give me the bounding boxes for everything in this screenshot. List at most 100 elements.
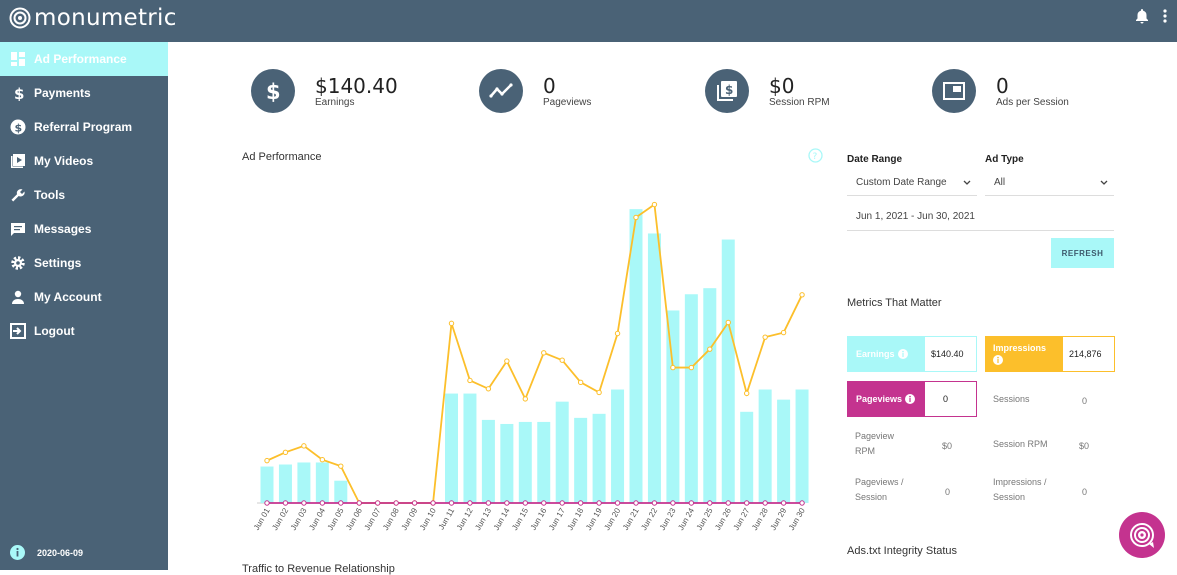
metric-pageviews-chip: Pageviews [848,382,925,416]
sidebar-item-label: Referral Program [34,120,133,134]
metric-label: Pageview RPM [855,431,895,456]
sidebar-item-my-account[interactable]: My Account [0,280,168,314]
point-pageviews [282,500,289,506]
point-impressions [577,379,584,386]
chevron-down-icon [963,180,971,185]
point-impressions [725,319,731,326]
point-pageviews [522,500,528,506]
metric-impressions[interactable]: Impressions 214,876 [985,336,1115,372]
bar-earnings [278,464,292,503]
date-range-select[interactable]: Custom Date Range [847,169,977,196]
point-pageviews [559,500,565,506]
bar-earnings [666,310,680,503]
svg-text:?: ? [813,152,818,162]
x-tick-label: Jun 16 [529,506,549,532]
metric-label: Sessions [993,394,1030,404]
money-stack-icon: $ [705,69,749,113]
point-impressions [688,364,695,371]
bar-earnings [574,417,588,503]
monumetric-logo-icon [9,7,31,29]
date-range-input[interactable]: Jun 1, 2021 - Jun 30, 2021 [847,203,1114,231]
sidebar-item-label: Ad Performance [34,52,127,66]
sidebar-item-logout[interactable]: Logout [0,314,168,348]
point-pageviews [688,500,695,506]
metric-impressions-chip: Impressions [986,337,1063,371]
point-pageviews [467,500,473,506]
sidebar-item-payments[interactable]: $ Payments [0,76,168,110]
stat-label: Pageviews [543,96,592,108]
point-impressions [264,457,270,464]
metric-sessions[interactable]: Sessions [993,392,1030,407]
metric-value: $140.40 [925,337,976,371]
refresh-button[interactable]: REFRESH [1051,238,1114,268]
version-date: 2020-06-09 [10,545,83,560]
svg-text:$: $ [15,122,23,135]
sidebar-item-tools[interactable]: Tools [0,178,168,212]
bar-earnings [647,233,661,503]
sidebar-item-messages[interactable]: Messages [0,212,168,246]
help-icon[interactable]: ? [808,148,823,163]
point-pageviews [577,500,584,506]
version-date-text: 2020-06-09 [37,547,84,558]
brand-name: monumetric [34,5,177,31]
metric-session-rpm[interactable]: Session RPM [993,437,1048,452]
point-pageviews [356,500,362,506]
metric-pageviews[interactable]: Pageviews 0 [847,381,977,417]
point-impressions [485,386,492,392]
bar-earnings [740,411,754,503]
point-pageviews [596,500,602,506]
stat-value: 0 [543,73,556,98]
sidebar-item-label: Payments [34,86,91,100]
sidebar-item-label: My Videos [34,154,94,168]
point-impressions [467,377,473,384]
bar-earnings [537,421,551,503]
info-icon [993,355,1003,365]
metric-label: Earnings [856,349,895,359]
sidebar-item-settings[interactable]: Settings [0,246,168,280]
chat-button[interactable] [1119,512,1165,558]
point-pageviews [375,500,381,506]
metric-earnings-chip: Earnings [848,337,925,371]
x-tick-label: Jun 20 [602,506,622,532]
metrics-title: Metrics That Matter [847,297,942,309]
ad-type-select[interactable]: All [985,169,1114,196]
point-impressions [762,334,768,340]
metric-pageviews-per-session[interactable]: Pageviews / Session [855,475,920,505]
more-vertical-icon[interactable] [1163,9,1167,23]
stat-label: Earnings [315,96,355,108]
metric-earnings[interactable]: Earnings $140.40 [847,336,977,372]
sidebar-item-referral-program[interactable]: $ Referral Program [0,110,168,144]
x-tick-label: Jun 01 [252,506,272,532]
stat-pageviews: 0 Pageviews [479,69,591,113]
metric-impressions-per-session[interactable]: Impressions / Session [993,475,1063,505]
x-tick-label: Jun 04 [307,506,327,532]
person-icon [12,290,24,304]
point-impressions [448,320,455,327]
bar-earnings [795,389,809,503]
gear-icon [11,256,25,270]
metric-value: 214,876 [1063,337,1114,371]
stat-session-rpm: $ $0 Session RPM [705,69,830,113]
point-pageviews [338,500,344,506]
top-bar: monumetric [0,0,1177,42]
x-tick-label: Jun 24 [676,506,696,532]
sidebar-item-my-videos[interactable]: My Videos [0,144,168,178]
point-impressions [338,463,344,469]
bell-icon[interactable] [1135,8,1149,24]
dollar-icon: $ [14,85,24,101]
chart-title: Ad Performance [242,151,322,163]
point-pageviews [448,500,455,506]
point-pageviews [744,500,750,506]
x-tick-label: Jun 05 [326,506,346,532]
sidebar: Ad Performance $ Payments $ Referral Pro… [0,42,168,570]
point-pageviews [651,500,658,506]
bar-earnings [463,393,477,503]
chevron-down-icon [1100,180,1108,185]
metric-pageview-rpm[interactable]: Pageview RPM [855,429,915,459]
point-pageviews [707,500,713,506]
sidebar-item-ad-performance[interactable]: Ad Performance [0,42,168,76]
bar-earnings [555,401,569,503]
logout-icon [10,323,26,339]
brand-logo[interactable]: monumetric [9,5,177,31]
point-impressions [596,389,602,396]
